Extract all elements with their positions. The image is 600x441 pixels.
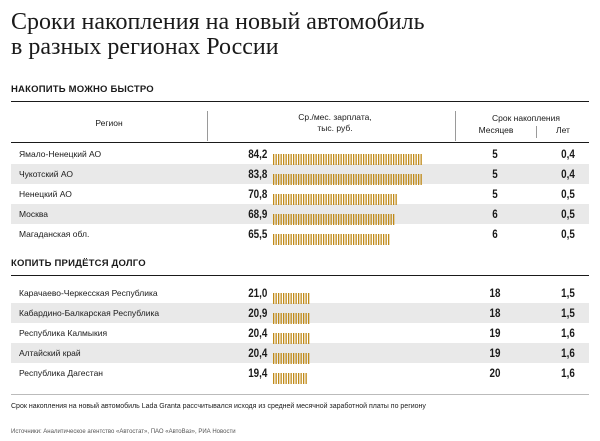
months-value: 20 [489,366,501,380]
salary-bar [273,353,310,364]
salary-value: 83,8 [247,167,267,181]
years-value: 0,5 [561,207,575,221]
salary-bar [273,373,307,384]
footer-rule [11,394,589,395]
chart-title: Сроки накопления на новый автомобиль в р… [11,10,571,60]
salary-bar [273,214,395,225]
salary-bar [273,293,310,304]
title-line-1: Сроки накопления на новый автомобиль [11,9,425,35]
months-value: 19 [489,346,501,360]
salary-value: 70,8 [247,187,267,201]
years-value: 0,4 [561,167,575,181]
salary-bar [273,313,310,324]
months-value: 6 [492,207,498,221]
months-value: 5 [492,147,498,161]
section-slow-label: КОПИТЬ ПРИДЁТСЯ ДОЛГО [11,258,146,269]
column-header-years: Лет [556,125,570,135]
region-name: Магаданская обл. [19,229,90,239]
header-bottom-rule [11,142,589,143]
salary-value: 65,5 [247,227,267,241]
header-divider [455,111,456,141]
region-name: Чукотский АО [19,169,73,179]
salary-header-line-2: тыс. руб. [317,123,353,133]
section-fast-label: НАКОПИТЬ МОЖНО БЫСТРО [11,84,154,95]
table-row: Алтайский край 20,4 19 1,6 [11,343,589,363]
salary-value: 68,9 [247,207,267,221]
months-value: 18 [489,306,501,320]
salary-bar [273,333,310,344]
years-value: 1,6 [561,326,575,340]
salary-bar-chart [273,154,422,384]
months-value: 5 [492,187,498,201]
salary-value: 19,4 [247,366,267,380]
region-name: Москва [19,209,49,219]
salary-bar [273,174,422,185]
years-value: 1,5 [561,306,575,320]
footnote: Срок накопления на новый автомобиль Lada… [11,403,426,410]
region-name: Республика Дагестан [19,368,104,378]
sources: Источники: Аналитическое агентство «Авто… [11,429,236,435]
table-row: Магаданская обл. 65,5 6 0,5 [11,224,589,244]
header-divider [536,126,537,138]
months-value: 6 [492,227,498,241]
table-row: Кабардино-Балкарская Республика 20,9 18 … [11,303,589,323]
section-fast-rule [11,101,589,102]
years-value: 0,5 [561,187,575,201]
table-row: Ненецкий АО 70,8 5 0,5 [11,184,589,204]
region-name: Кабардино-Балкарская Республика [19,308,160,318]
region-name: Ненецкий АО [19,189,72,199]
column-header-months: Месяцев [478,125,514,135]
region-name: Карачаево-Черкесская Республика [19,288,158,298]
title-line-2: в разных регионах России [11,34,279,60]
salary-value: 20,4 [247,346,267,360]
header-divider [207,111,208,141]
region-name: Республика Калмыкия [19,328,108,338]
years-value: 1,6 [561,366,575,380]
months-value: 18 [489,286,501,300]
table-row: Республика Дагестан 19,4 20 1,6 [11,363,589,383]
salary-bar [273,234,390,245]
table-row: Карачаево-Черкесская Республика 21,0 18 … [11,283,589,303]
months-value: 19 [489,326,501,340]
column-header-region: Регион [95,118,123,128]
region-name: Ямало-Ненецкий АО [19,149,102,159]
table-row: Республика Калмыкия 20,4 19 1,6 [11,323,589,343]
table-row: Москва 68,9 6 0,5 [11,204,589,224]
table-row: Ямало-Ненецкий АО 84,2 5 0,4 [11,144,589,164]
years-value: 0,4 [561,147,575,161]
salary-bar [273,154,422,165]
section-slow-rule [11,275,589,276]
years-value: 1,6 [561,346,575,360]
column-header-salary: Ср./мес. зарплата, тыс. руб. [215,112,455,140]
years-value: 0,5 [561,227,575,241]
months-value: 5 [492,167,498,181]
salary-value: 21,0 [247,286,267,300]
region-name: Алтайский край [19,348,81,358]
salary-header-line-1: Ср./мес. зарплата, [298,112,372,122]
column-header-term: Срок накопления [492,113,560,123]
salary-bar [273,194,397,205]
salary-value: 20,9 [247,306,267,320]
years-value: 1,5 [561,286,575,300]
salary-value: 20,4 [247,326,267,340]
salary-value: 84,2 [247,147,267,161]
table-row: Чукотский АО 83,8 5 0,4 [11,164,589,184]
